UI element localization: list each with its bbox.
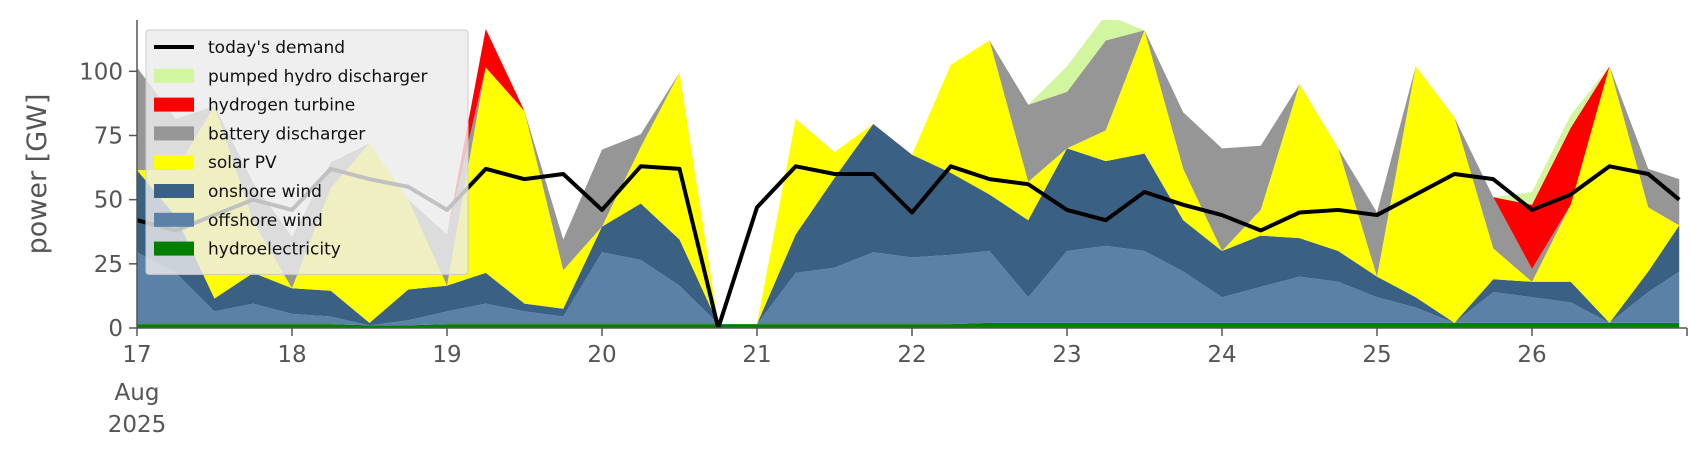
legend-label: hydrogen turbine [208,96,355,116]
x-tick-label: 19 [432,342,461,368]
legend-item-hydrogen-turbine: hydrogen turbine [154,96,355,116]
y-tick-label: 25 [94,252,123,278]
x-tick-label: 20 [587,342,616,368]
legend-swatch [154,126,194,141]
legend-label: solar PV [208,153,277,173]
legend-item-today-s-demand: today's demand [154,38,345,58]
plot-area [137,20,1681,328]
legend-item-solar-pv: solar PV [154,153,277,173]
x-tick-label: 17 [122,342,151,368]
legend-box [145,29,469,275]
legend-item-hydroelectricity: hydroelectricity [154,240,341,260]
y-tick-label: 100 [79,59,123,85]
legend-swatch [154,155,194,170]
x-year-label: 2025 [108,412,167,438]
x-month-label: Aug [115,380,160,406]
x-tick-label: 24 [1207,342,1236,368]
legend: today's demand pumped hydro discharger hyd… [145,29,469,275]
x-tick-label: 25 [1362,342,1391,368]
x-tick-label: 22 [897,342,926,368]
legend-swatch [154,184,194,198]
x-tick-label: 21 [742,342,771,368]
x-tick-label: 23 [1052,342,1081,368]
x-tick-label: 18 [277,342,306,368]
legend-label: battery discharger [208,124,365,144]
area-offshore-wind [137,245,1680,326]
legend-swatch [154,241,194,256]
x-axis: Aug 2025 17 18 19 20 21 22 23 24 25 26 [108,327,1688,438]
legend-swatch [154,97,194,112]
legend-item-offshore-wind: offshore wind [154,211,323,231]
legend-label: onshore wind [208,182,322,202]
legend-label: hydroelectricity [208,240,341,260]
legend-item-pumped-hydro-discharger: pumped hydro discharger [154,67,427,87]
legend-item-onshore-wind: onshore wind [154,182,322,202]
y-tick-label: 75 [94,124,123,150]
legend-swatch [154,68,194,83]
area-onshore-wind [137,123,1680,326]
y-axis: 0 25 50 75 100 [79,20,138,342]
y-tick-label: 0 [108,316,123,342]
legend-label: offshore wind [208,211,323,231]
legend-label: pumped hydro discharger [208,67,427,87]
area-solar-pv [137,30,1680,325]
y-axis-title: power [GW] [22,94,53,255]
y-tick-label: 50 [94,188,123,214]
legend-swatch [154,212,194,227]
x-tick-label: 26 [1517,342,1546,368]
legend-label: today's demand [208,38,345,58]
legend-item-battery-discharger: battery discharger [154,124,365,144]
